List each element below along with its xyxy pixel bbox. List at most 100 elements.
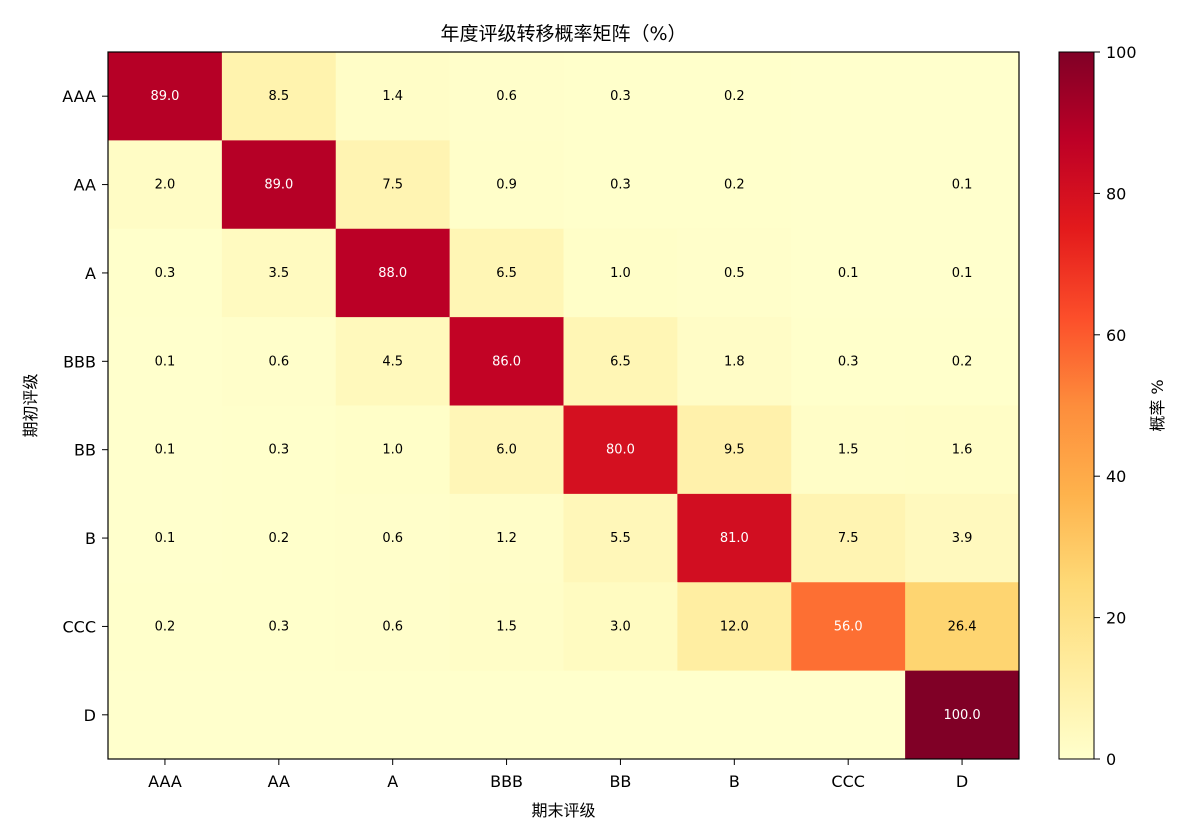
- heatmap-cell: [677, 228, 792, 318]
- plot-frame: [107, 51, 1020, 760]
- heatmap-cell: [563, 582, 678, 672]
- cell-value-label: 3.9: [952, 531, 973, 546]
- heatmap-cell: [791, 405, 906, 495]
- heatmap-cell: [791, 228, 906, 318]
- heatmap-cell: [221, 582, 337, 672]
- cell-value-label: 100.0: [943, 708, 980, 723]
- cell-value-label: 0.6: [382, 619, 403, 634]
- cell-value-label: 26.4: [948, 619, 977, 634]
- cell-value-label: 0.1: [155, 354, 176, 369]
- heatmap-cell: [221, 52, 337, 141]
- cell-value-label: 0.1: [952, 266, 973, 281]
- cell-value-label: 0.3: [838, 354, 859, 369]
- cell-value-label: 0.2: [952, 354, 973, 369]
- cell-value-label: 0.9: [496, 178, 517, 193]
- heatmap-cell: [677, 405, 792, 495]
- heatmap-cell: [905, 405, 1020, 495]
- heatmap-cell: [563, 493, 678, 583]
- heatmap-cells: [108, 52, 1020, 760]
- cell-value-label: 0.2: [155, 619, 176, 634]
- cell-value-label: 2.0: [155, 178, 176, 193]
- cell-value-label: 88.0: [378, 266, 407, 281]
- y-tick-label: D: [84, 706, 96, 725]
- heatmap-cell: [221, 670, 337, 760]
- heatmap-cell: [563, 670, 678, 760]
- heatmap-cell: [449, 493, 564, 583]
- cell-value-label: 56.0: [834, 619, 863, 634]
- cell-value-label: 0.3: [268, 619, 289, 634]
- y-tick-label: AA: [74, 176, 96, 195]
- heatmap-cell: [905, 52, 1020, 141]
- heatmap-cell: [905, 228, 1020, 318]
- heatmap-cell: [677, 670, 792, 760]
- cell-value-label: 0.3: [610, 89, 631, 104]
- colorbar-tick-label: 20: [1106, 609, 1126, 628]
- y-tick-label: BBB: [63, 352, 96, 371]
- cell-value-label: 80.0: [606, 443, 635, 458]
- heatmap-cell: [677, 582, 792, 672]
- cell-value-label: 0.2: [724, 178, 745, 193]
- heatmap-cell: [449, 228, 564, 318]
- cell-value-label: 1.5: [496, 619, 517, 634]
- heatmap-cell: [791, 52, 906, 141]
- cell-value-label: 7.5: [382, 178, 403, 193]
- colorbar-tick-label: 80: [1106, 184, 1126, 203]
- heatmap-cell: [905, 670, 1020, 760]
- heatmap-cell: [563, 140, 678, 230]
- heatmap-cell: [335, 140, 451, 230]
- heatmap-cell: [108, 670, 223, 760]
- cell-value-label: 6.5: [610, 354, 631, 369]
- colorbar-tick-label: 0: [1106, 750, 1116, 769]
- heatmap-cell: [108, 493, 223, 583]
- y-tick-label: CCC: [62, 617, 96, 636]
- x-tick-label: AAA: [148, 772, 182, 791]
- heatmap-cell: [221, 228, 337, 318]
- cell-value-label: 3.0: [610, 619, 631, 634]
- y-tick-label: B: [85, 529, 96, 548]
- heatmap-cell: [905, 317, 1020, 406]
- colorbar-ticks: 0 20 40 60 80 100: [1094, 43, 1137, 769]
- colorbar-tick-label: 100: [1106, 43, 1137, 62]
- heatmap-cell: [791, 670, 906, 760]
- chart-title: 年度评级转移概率矩阵（%）: [440, 23, 686, 45]
- heatmap-cell: [677, 493, 792, 583]
- heatmap-cell: [791, 493, 906, 583]
- cell-value-label: 0.1: [838, 266, 859, 281]
- colorbar-tick-label: 40: [1106, 467, 1126, 486]
- heatmap-cell: [449, 582, 564, 672]
- heatmap-cell: [221, 405, 337, 495]
- cell-value-label: 1.0: [382, 443, 403, 458]
- heatmap-cell: [677, 140, 792, 230]
- heatmap-cell: [335, 228, 451, 318]
- colorbar-label: 概率 %: [1148, 379, 1167, 431]
- heatmap-cell: [449, 317, 564, 406]
- cell-value-label: 6.0: [496, 443, 517, 458]
- heatmap-cell: [335, 582, 451, 672]
- x-tick-label: B: [729, 772, 740, 791]
- cell-value-label: 1.6: [952, 443, 973, 458]
- cell-value-label: 89.0: [264, 178, 293, 193]
- cell-value-label: 89.0: [150, 89, 179, 104]
- cell-value-label: 0.3: [155, 266, 176, 281]
- cell-value-label: 1.0: [610, 266, 631, 281]
- heatmap-cell: [108, 405, 223, 495]
- heatmap-cell: [335, 493, 451, 583]
- heatmap-cell: [449, 405, 564, 495]
- cell-value-label: 9.5: [724, 443, 745, 458]
- x-tick-label: A: [387, 772, 398, 791]
- y-axis-label: 期初评级: [21, 373, 40, 437]
- heatmap-cell: [108, 228, 223, 318]
- cell-value-label: 7.5: [838, 531, 859, 546]
- cell-value-label: 1.4: [382, 89, 403, 104]
- colorbar: [1058, 51, 1095, 760]
- heatmap-cell: [221, 140, 337, 230]
- heatmap-cell: [449, 52, 564, 141]
- cell-value-label: 6.5: [496, 266, 517, 281]
- cell-value-label: 1.5: [838, 443, 859, 458]
- heatmap-cell: [335, 52, 451, 141]
- heatmap-cell: [335, 405, 451, 495]
- cell-value-label: 0.6: [268, 354, 289, 369]
- heatmap-cell: [791, 317, 906, 406]
- heatmap-cell-labels: 89.0 8.5 1.4 0.6 0.3 0.2 2.0 89.0 7.5 0.9 0.3 0.2 0.…: [150, 89, 980, 723]
